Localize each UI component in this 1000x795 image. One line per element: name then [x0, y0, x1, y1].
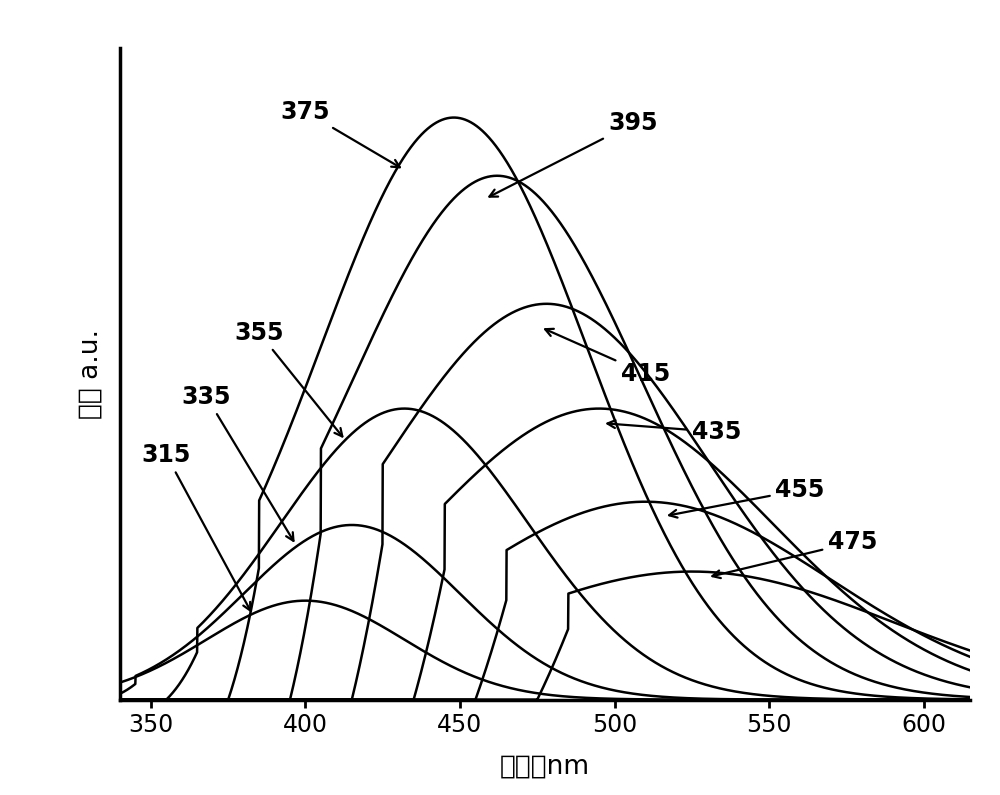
- Text: 455: 455: [669, 478, 825, 518]
- Text: 435: 435: [607, 420, 741, 444]
- Text: 395: 395: [489, 111, 658, 196]
- Text: 315: 315: [142, 443, 250, 611]
- Text: 355: 355: [234, 321, 342, 436]
- Text: 335: 335: [182, 385, 293, 541]
- Y-axis label: 强度 a.u.: 强度 a.u.: [77, 328, 103, 419]
- X-axis label: 波长，nm: 波长，nm: [500, 754, 590, 779]
- Text: 475: 475: [712, 530, 877, 578]
- Text: 375: 375: [281, 99, 400, 167]
- Text: 415: 415: [545, 329, 670, 386]
